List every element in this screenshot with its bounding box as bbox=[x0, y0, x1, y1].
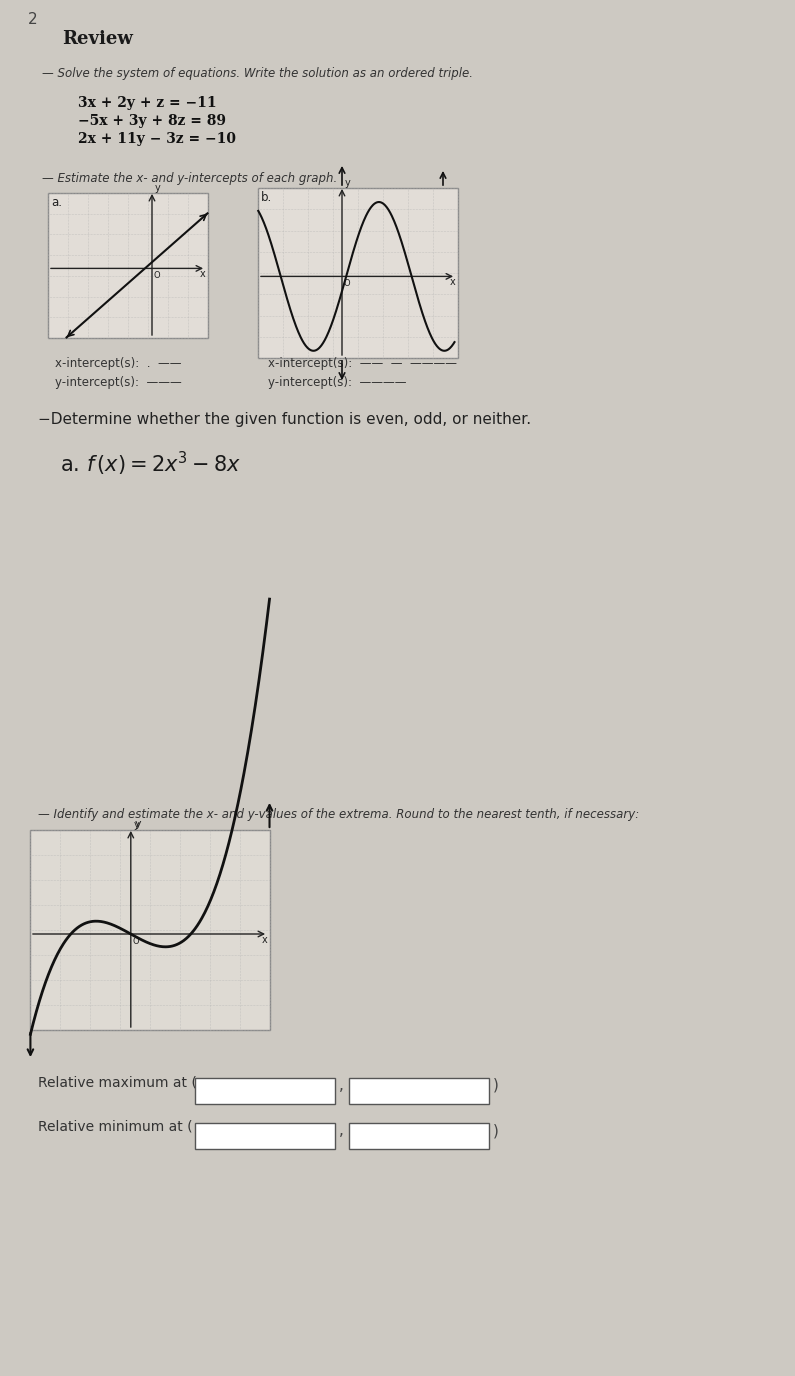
Text: — Identify and estimate the x- and y-values of the extrema. Round to the nearest: — Identify and estimate the x- and y-val… bbox=[38, 808, 639, 821]
Bar bbox=[195, 1077, 335, 1104]
Text: a. $f\,(x) = 2x^3 - 8x$: a. $f\,(x) = 2x^3 - 8x$ bbox=[60, 450, 241, 479]
Text: x-intercept(s):  .  ——: x-intercept(s): . —— bbox=[55, 356, 181, 370]
Text: O: O bbox=[154, 271, 161, 281]
Text: — Solve the system of equations. Write the solution as an ordered triple.: — Solve the system of equations. Write t… bbox=[42, 67, 473, 80]
Text: −5x + 3y + 8z = 89: −5x + 3y + 8z = 89 bbox=[78, 114, 226, 128]
Text: x-intercept(s):  ——  —  ————: x-intercept(s): —— — ———— bbox=[268, 356, 457, 370]
Text: y-intercept(s):  ———: y-intercept(s): ——— bbox=[55, 376, 182, 389]
Bar bbox=[30, 830, 270, 1031]
Text: b.: b. bbox=[261, 191, 272, 204]
Text: O: O bbox=[344, 279, 351, 289]
Text: 2: 2 bbox=[28, 12, 37, 28]
Text: x: x bbox=[262, 936, 268, 945]
Text: 2x + 11y − 3z = −10: 2x + 11y − 3z = −10 bbox=[78, 132, 236, 146]
Text: Relative maximum at (: Relative maximum at ( bbox=[38, 1075, 197, 1088]
Text: Relative minimum at (: Relative minimum at ( bbox=[38, 1120, 192, 1134]
Text: ,: , bbox=[339, 1077, 344, 1093]
Text: ,: , bbox=[339, 1123, 344, 1138]
Bar bbox=[349, 1077, 489, 1104]
Text: Review: Review bbox=[62, 30, 133, 48]
Text: ): ) bbox=[493, 1123, 499, 1138]
Text: — Estimate the x- and y-intercepts of each graph.: — Estimate the x- and y-intercepts of ea… bbox=[42, 172, 337, 184]
Text: O: O bbox=[133, 937, 139, 947]
Text: y-intercept(s):  ————: y-intercept(s): ———— bbox=[268, 376, 406, 389]
Text: y: y bbox=[345, 178, 351, 189]
Bar bbox=[195, 1123, 335, 1149]
Text: x: x bbox=[200, 270, 206, 279]
Text: y: y bbox=[135, 819, 142, 828]
Text: y: y bbox=[155, 183, 161, 193]
Bar bbox=[48, 193, 208, 338]
Text: 3x + 2y + z = −11: 3x + 2y + z = −11 bbox=[78, 96, 216, 110]
Text: ): ) bbox=[493, 1077, 499, 1093]
Text: x: x bbox=[450, 278, 456, 288]
Text: y: y bbox=[134, 820, 140, 830]
Bar bbox=[349, 1123, 489, 1149]
Bar bbox=[258, 189, 458, 358]
Text: −Determine whether the given function is even, odd, or neither.: −Determine whether the given function is… bbox=[38, 411, 531, 427]
Text: a.: a. bbox=[51, 195, 62, 209]
